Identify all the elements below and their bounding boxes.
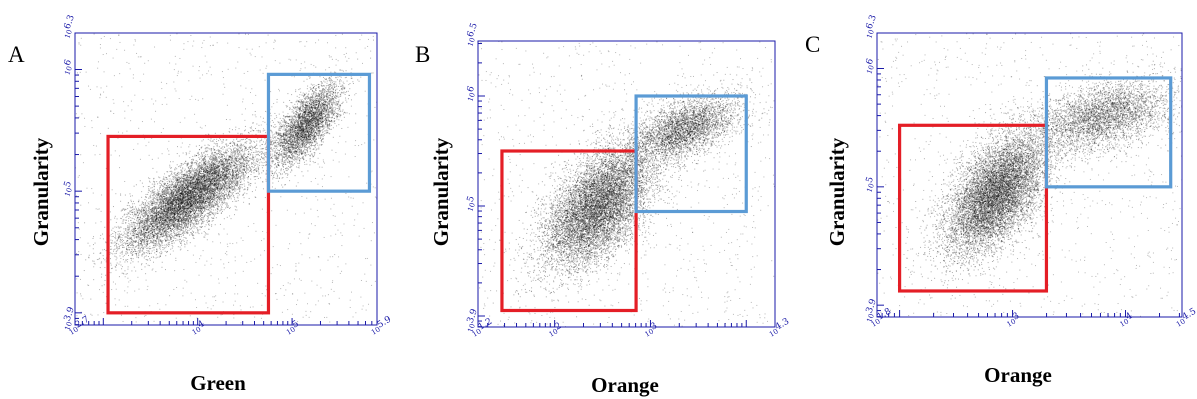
red-gate[interactable] [500,149,638,313]
x-minor-ticks [81,318,373,325]
y-axis-label: Granularity [29,137,53,246]
y-tick-label: 106 [463,85,479,103]
panel-label: C [805,32,820,57]
y-tick-label: 105 [60,180,76,198]
x-tick-label: 105 [283,319,302,337]
y-tick-label: 106 [60,58,76,76]
event-density-cloud [877,33,1182,317]
y-tick-label: 106.3 [60,13,79,39]
red-gate[interactable] [106,134,271,315]
x-tick-label: 103 [1004,311,1023,329]
x-tick-label: 102 [546,321,565,339]
blue-gate[interactable] [1044,76,1173,189]
x-axis-label: Green [190,371,246,395]
y-minor-ticks [877,68,884,318]
y-tick-label: 106 [862,57,878,75]
plot-frame [876,32,1183,318]
panel-c: C Granularity Orange 101.8103104104.5103… [805,13,1197,387]
x-axis-label: Orange [984,363,1052,387]
y-tick-label: 105 [862,175,878,193]
x-tick-label: 103 [641,321,660,339]
panel-b: B Granularity Orange 101.2102103104.3103… [415,21,792,397]
x-axis-label: Orange [591,373,659,397]
y-minor-ticks [478,43,485,328]
panel-a: A Granularity Green 102.7104105105.9103.… [8,13,394,395]
y-tick-label: 103.9 [60,305,79,331]
x-tick-label: 104 [189,319,208,337]
x-minor-ticks [881,310,1180,317]
y-minor-ticks [75,69,82,326]
panel-label: B [415,42,430,67]
y-tick-label: 105 [463,195,479,213]
y-axis-label: Granularity [825,137,849,246]
y-tick-label: 103.9 [463,307,482,333]
event-density-cloud [478,41,775,327]
y-tick-label: 106.5 [463,21,482,47]
panel-label: A [8,42,25,67]
y-tick-label: 106.3 [862,13,881,39]
event-density-cloud [75,33,377,325]
plot-frame [477,40,776,328]
red-gate[interactable] [897,123,1049,293]
y-axis-label: Granularity [429,137,453,246]
blue-gate[interactable] [634,94,748,214]
blue-gate[interactable] [266,72,372,193]
x-tick-label: 104 [1117,311,1136,329]
x-minor-ticks [487,320,747,327]
y-tick-label: 103.9 [862,297,881,323]
